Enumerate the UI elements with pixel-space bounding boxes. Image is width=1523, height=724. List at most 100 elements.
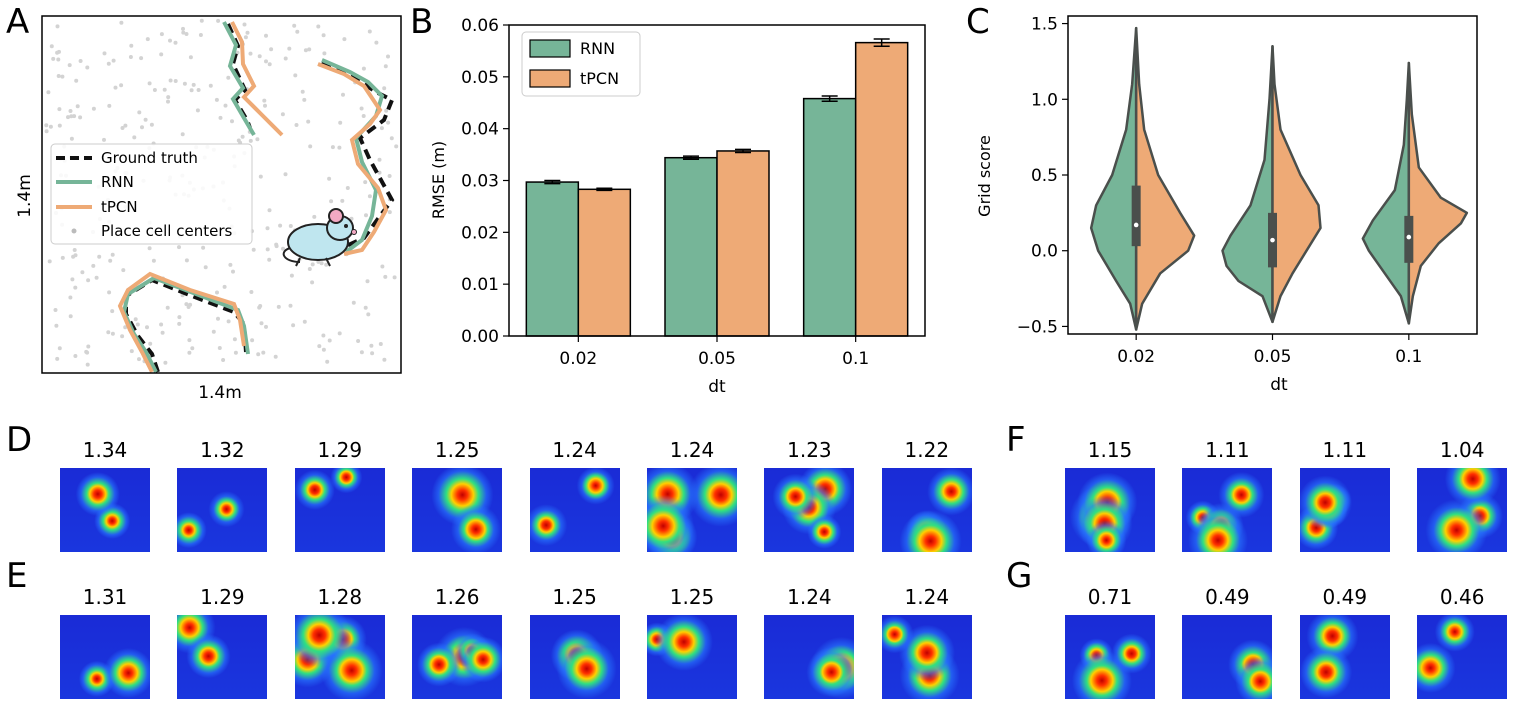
trajectory-panel: Ground truth RNN tPCN Place cell centers… bbox=[15, 15, 402, 403]
rate-map-e-6 bbox=[647, 615, 737, 699]
panel-a-frame bbox=[41, 15, 402, 374]
ytick-label-0.04: 0.04 bbox=[461, 120, 499, 140]
violin-median-0.1 bbox=[1406, 234, 1412, 240]
ytick-label-0.01: 0.01 bbox=[461, 275, 499, 295]
grid-score-label: 1.11 bbox=[1205, 438, 1250, 462]
violin-median-0.05 bbox=[1270, 237, 1275, 243]
violin-tpcn-0.1 bbox=[1407, 61, 1469, 325]
ytick-label-0.02: 0.02 bbox=[461, 223, 499, 243]
rate-map-e-1 bbox=[60, 615, 150, 699]
ytick-label-0.06: 0.06 bbox=[461, 16, 499, 36]
grid-score-label: 1.22 bbox=[904, 438, 950, 462]
rate-map-g-3 bbox=[1299, 615, 1390, 699]
xtick-label-0.02: 0.02 bbox=[559, 349, 597, 369]
ytick-label-1.5: 1.5 bbox=[1031, 15, 1058, 35]
panel-c-frame bbox=[1067, 15, 1478, 335]
rate-map-d-2 bbox=[177, 468, 268, 552]
legend-a: Ground truth RNN tPCN Place cell centers bbox=[50, 143, 253, 245]
grid-score-label: 0.46 bbox=[1439, 585, 1485, 609]
rate-map-e-4 bbox=[412, 615, 503, 699]
trajectory-right bbox=[317, 58, 395, 256]
panel-b-frame bbox=[508, 24, 926, 337]
trajectory-bottom bbox=[117, 271, 250, 373]
grid-score-label: 1.11 bbox=[1322, 438, 1368, 462]
panel-b-ylabel: RMSE (m) bbox=[429, 141, 448, 219]
grid-score-label: 1.24 bbox=[904, 585, 950, 609]
grid-score-label: 1.25 bbox=[434, 438, 480, 462]
mouse-icon bbox=[282, 208, 357, 267]
rate-map-f-2 bbox=[1182, 468, 1273, 552]
panel-letter-g: G bbox=[1006, 556, 1033, 596]
bar-tpcn-0.05 bbox=[716, 150, 770, 337]
ytick-label-−0.5: −0.5 bbox=[1017, 317, 1058, 337]
panel-letter-a: A bbox=[6, 2, 30, 42]
grid-score-label: 1.34 bbox=[82, 438, 128, 462]
panel-letter-e: E bbox=[6, 556, 28, 596]
grid-score-label: 1.23 bbox=[787, 438, 832, 462]
violin-box-0.02 bbox=[1131, 185, 1141, 247]
rate-map-f-3 bbox=[1299, 468, 1390, 552]
rate-map-d-6 bbox=[647, 468, 737, 552]
ytick-label-0.05: 0.05 bbox=[461, 68, 499, 88]
bar-rnn-0.02 bbox=[525, 181, 580, 337]
grid-score-label: 1.24 bbox=[787, 585, 832, 609]
violin-tpcn-0.02 bbox=[1134, 26, 1196, 331]
rate-map-d-3 bbox=[294, 468, 385, 552]
violin-median-0.02 bbox=[1133, 222, 1139, 228]
violin-rnn-0.1 bbox=[1361, 61, 1411, 325]
trajectory-top bbox=[222, 21, 284, 137]
panel-letter-d: D bbox=[6, 420, 33, 460]
rate-map-f-4 bbox=[1417, 468, 1508, 552]
legend-ground-truth: Ground truth bbox=[101, 149, 198, 167]
bar-tpcn-0.1 bbox=[854, 41, 909, 337]
panel-c-ylabel: Grid score bbox=[975, 135, 994, 217]
panel-c-xlabel: dt bbox=[1270, 375, 1288, 395]
ytick-label-0.0: 0.0 bbox=[1031, 242, 1058, 262]
grid-score-label: 0.49 bbox=[1205, 585, 1250, 609]
rate-map-e-3 bbox=[294, 615, 385, 699]
rate-map-e-8 bbox=[881, 615, 972, 699]
rate-map-d-7 bbox=[764, 468, 855, 552]
legend-tpcn: tPCN bbox=[101, 198, 138, 216]
rate-map-e-5 bbox=[529, 615, 620, 699]
grid-score-violin: 1.5 1.0 0.5 0.0 −0.5 0.02 0.05 0.1 dt Grid sco… bbox=[975, 15, 1478, 395]
legend-place-cells: Place cell centers bbox=[101, 222, 232, 240]
grid-score-label: 1.04 bbox=[1439, 438, 1485, 462]
grid-score-label: 1.24 bbox=[552, 438, 597, 462]
grid-score-label: 1.15 bbox=[1087, 438, 1133, 462]
rate-map-f-1 bbox=[1065, 468, 1155, 552]
grid-score-label: 0.49 bbox=[1322, 585, 1368, 609]
ytick-label-0.5: 0.5 bbox=[1031, 166, 1058, 186]
xtick-label-0.1: 0.1 bbox=[842, 349, 869, 369]
grid-score-label: 1.25 bbox=[552, 585, 597, 609]
legend-b-tpcn: tPCN bbox=[580, 69, 619, 88]
grid-score-label: 1.25 bbox=[669, 585, 715, 609]
grid-score-label: 1.24 bbox=[669, 438, 715, 462]
legend-b-rnn: RNN bbox=[580, 39, 615, 58]
panel-a-ylabel: 1.4m bbox=[15, 174, 35, 218]
panel-letter-c: C bbox=[966, 2, 990, 42]
rate-map-e-2 bbox=[177, 615, 268, 699]
grid-score-label: 1.32 bbox=[200, 438, 245, 462]
grid-score-label: 1.31 bbox=[82, 585, 128, 609]
xtick-label-0.05: 0.05 bbox=[698, 349, 736, 369]
rate-map-d-4 bbox=[412, 468, 503, 552]
ytick-label-0.03: 0.03 bbox=[461, 172, 499, 192]
bar-tpcn-0.02 bbox=[577, 188, 632, 337]
rmse-bar-chart: 0.00 0.01 0.02 0.03 0.04 0.05 0.06 0.02 0.05 0.1… bbox=[429, 16, 926, 397]
xtick-label-0.05: 0.05 bbox=[1254, 347, 1292, 367]
grid-score-label: 1.29 bbox=[200, 585, 245, 609]
rate-map-g-4 bbox=[1417, 615, 1508, 699]
grid-score-label: 1.28 bbox=[317, 585, 363, 609]
grid-score-label: 0.71 bbox=[1087, 585, 1133, 609]
ytick-label-0.00: 0.00 bbox=[461, 327, 499, 347]
rate-map-d-5 bbox=[529, 468, 620, 552]
legend-rnn: RNN bbox=[101, 173, 134, 191]
rate-map-e-7 bbox=[764, 615, 855, 699]
xtick-label-0.1: 0.1 bbox=[1395, 347, 1422, 367]
panel-letter-b: B bbox=[410, 2, 434, 42]
legend-b: RNN tPCN bbox=[521, 31, 641, 97]
panel-letter-f: F bbox=[1006, 420, 1026, 460]
violin-rnn-0.02 bbox=[1089, 26, 1138, 331]
violin-tpcn-0.05 bbox=[1271, 45, 1322, 324]
